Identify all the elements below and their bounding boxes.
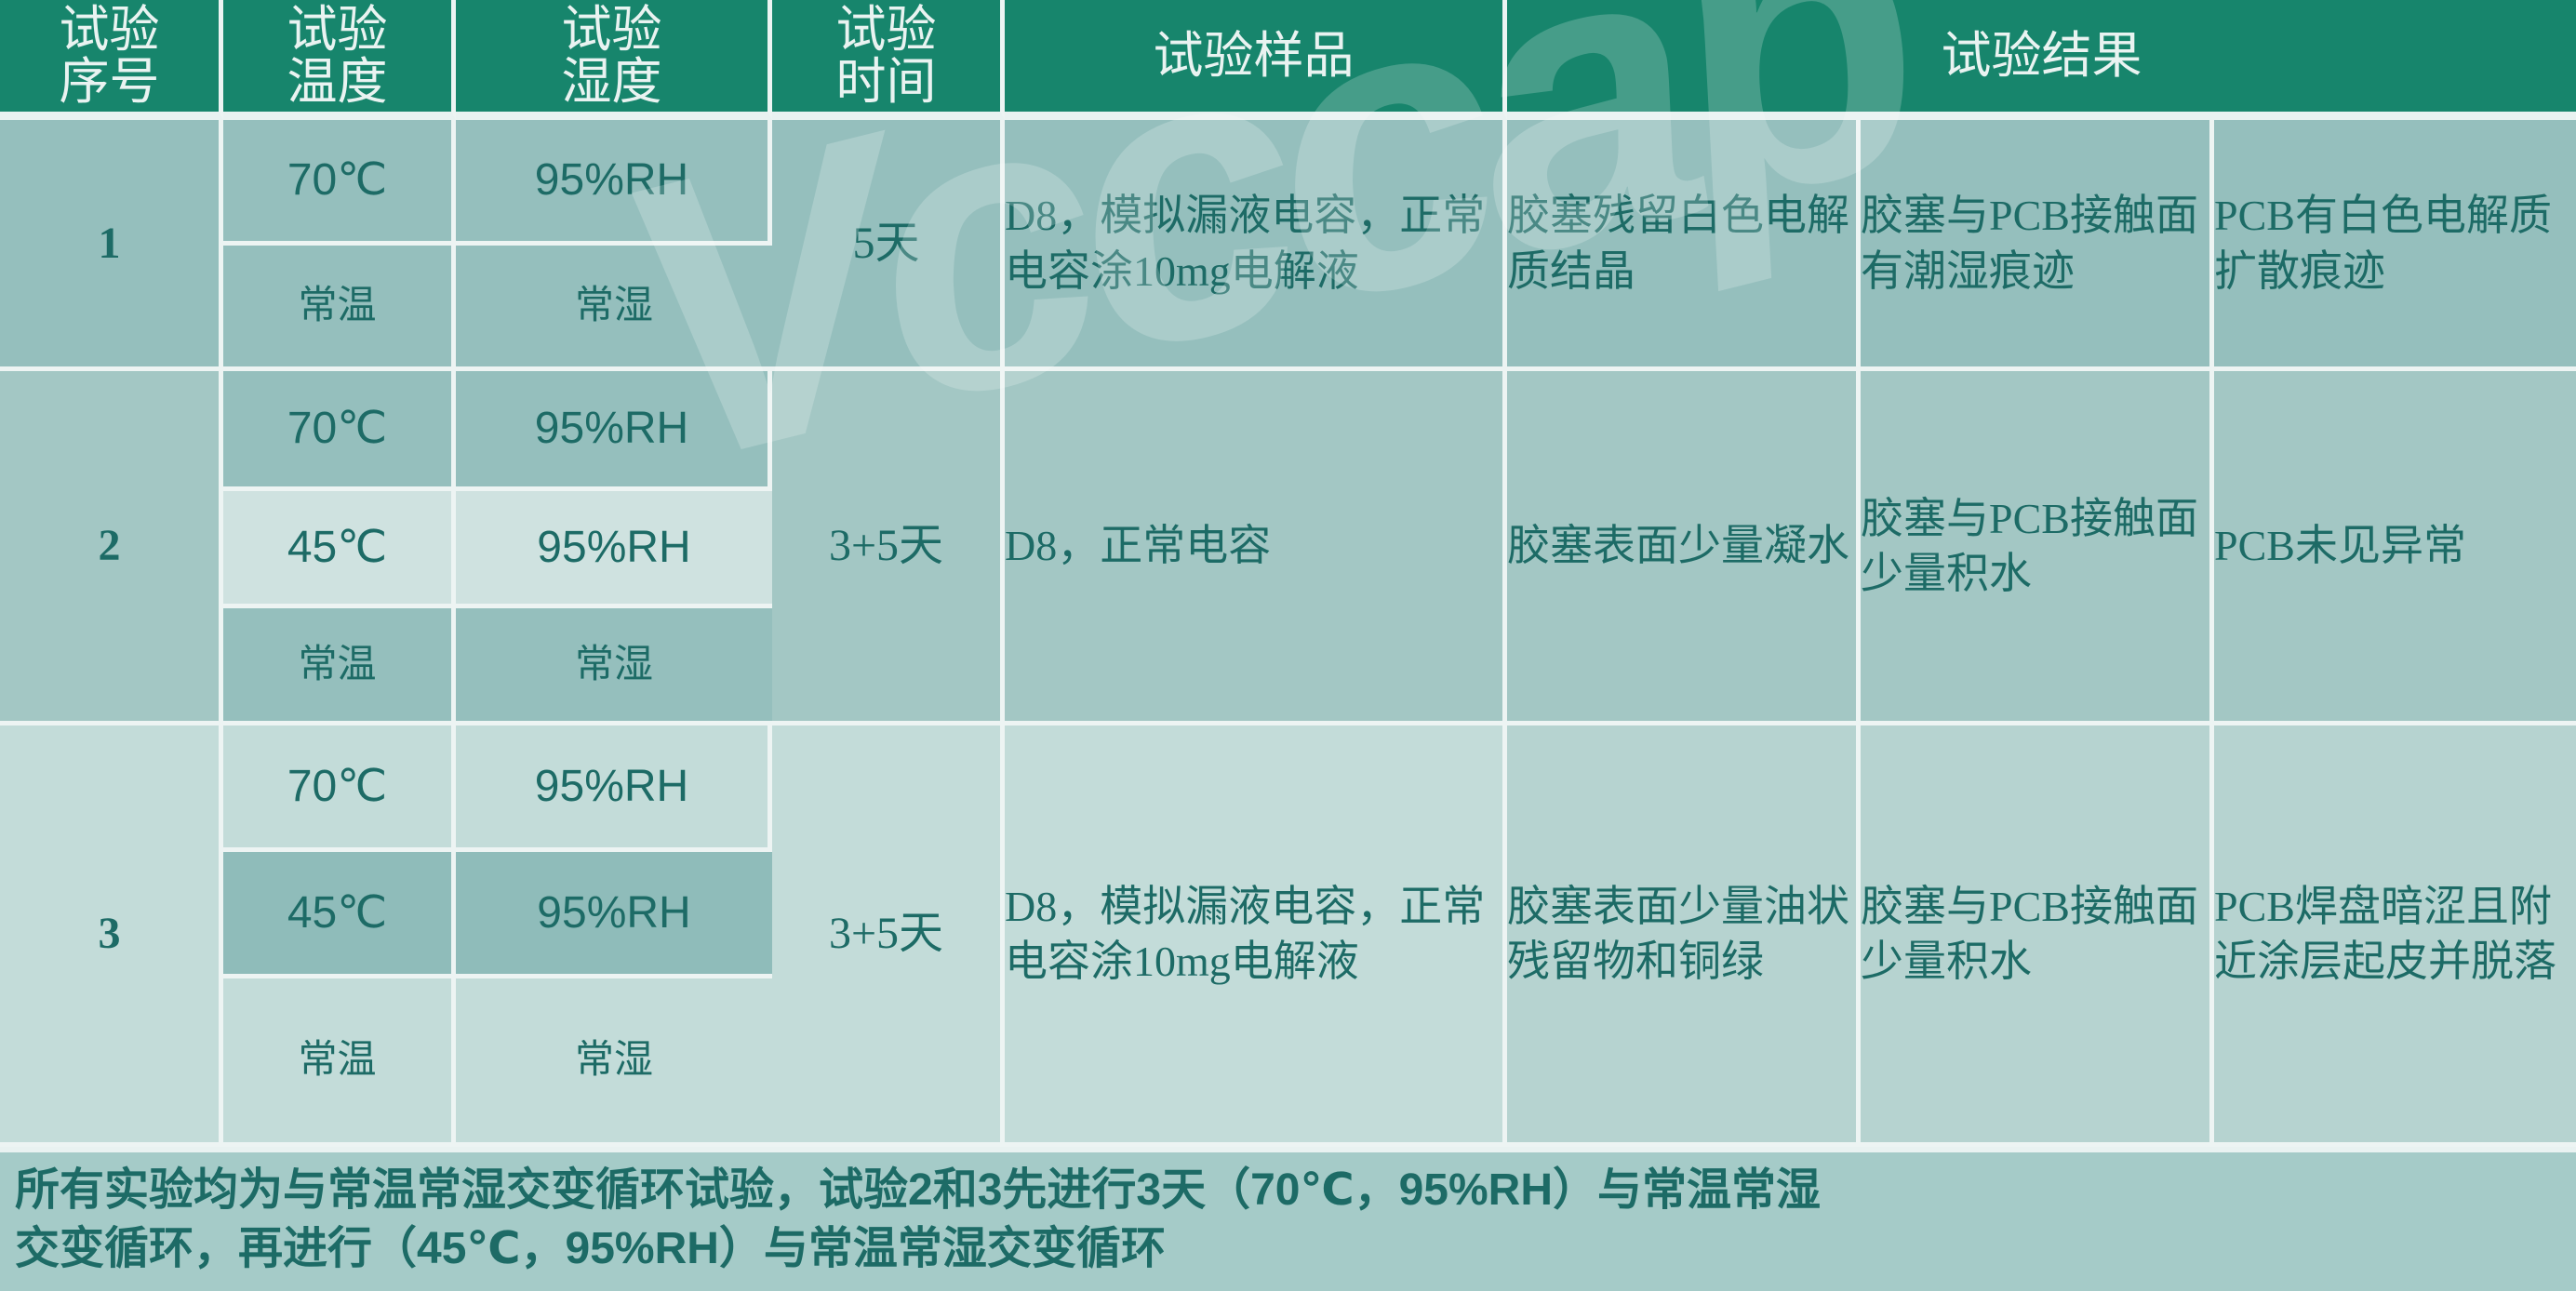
table-row: 1 70℃ 95%RH 5天 D8，模拟漏液电容，正常电容涂10mg电解液 胶塞… [0, 120, 2576, 372]
row3-humidity-1: 95%RH [456, 725, 772, 853]
row3-temperature-2: 45℃ [223, 852, 456, 979]
row-number-2: 2 [0, 371, 223, 726]
table-row: 3 70℃ 95%RH 3+5天 D8，模拟漏液电容，正常电容涂10mg电解液 … [0, 725, 2576, 1148]
row1-result-1: 胶塞残留白色电解质结晶 [1507, 120, 1861, 372]
row1-duration: 5天 [772, 120, 1005, 372]
row1-result-2: 胶塞与PCB接触面有潮湿痕迹 [1861, 120, 2214, 372]
header-test-duration-line2: 时间 [835, 54, 937, 111]
table-body: 1 70℃ 95%RH 5天 D8，模拟漏液电容，正常电容涂10mg电解液 胶塞… [0, 120, 2576, 1148]
row3-result-2: 胶塞与PCB接触面少量积水 [1861, 725, 2214, 1148]
header-test-duration: 试验 时间 [772, 0, 1005, 121]
row1-humidity-1: 95%RH [456, 120, 772, 246]
table-row: 45℃ 95%RH [0, 491, 2576, 609]
table-row: 常温 常湿 [0, 608, 2576, 726]
row2-temperature-3: 常温 [223, 608, 456, 726]
table-row: 常温 常湿 [0, 246, 2576, 372]
row2-result-1: 胶塞表面少量凝水 [1507, 371, 1861, 726]
header-test-number-line1: 试验 [59, 2, 160, 58]
header-test-humidity: 试验 湿度 [456, 0, 772, 121]
footer-note-line1: 所有实验均为与常温常湿交变循环试验，试验2和3先进行3天（70℃，95%RH）与… [15, 1165, 1822, 1216]
row3-humidity-2: 95%RH [456, 852, 772, 979]
header-test-duration-line1: 试验 [835, 2, 937, 58]
table-row: 常温 常湿 [0, 978, 2576, 1148]
row1-humidity-2: 常湿 [456, 246, 772, 372]
row1-temperature-2: 常温 [223, 246, 456, 372]
header-test-temperature: 试验 温度 [223, 0, 456, 121]
row2-humidity-3: 常湿 [456, 608, 772, 726]
row-number-1: 1 [0, 120, 223, 372]
row-number-3: 3 [0, 725, 223, 1148]
row3-result-3: PCB焊盘暗涩且附近涂层起皮并脱落 [2214, 725, 2576, 1148]
header-test-temperature-line1: 试验 [287, 2, 388, 58]
header-test-result-line1: 试验结果 [1941, 28, 2142, 85]
header-row: 试验 序号 试验 温度 试验 湿度 试验 时间 试验样品 [0, 0, 2576, 121]
header-test-temperature-line2: 温度 [287, 54, 388, 111]
header-test-sample: 试验样品 [1005, 0, 1507, 121]
header-test-number-line2: 序号 [59, 54, 160, 111]
header-test-number: 试验 序号 [0, 0, 223, 121]
table-row: 2 70℃ 95%RH 3+5天 D8，正常电容 胶塞表面少量凝水 胶塞与PCB… [0, 371, 2576, 726]
row2-result-2: 胶塞与PCB接触面少量积水 [1861, 371, 2214, 726]
row2-temperature-1: 70℃ [223, 371, 456, 492]
row3-humidity-3: 常湿 [456, 978, 772, 1148]
row3-sample: D8，模拟漏液电容，正常电容涂10mg电解液 [1005, 725, 1507, 1148]
footer-note-line2: 交变循环，再进行（45℃，95%RH）与常温常湿交变循环 [15, 1223, 1166, 1273]
table-row: 45℃ 95%RH [0, 852, 2576, 979]
experiment-results-table: 试验 序号 试验 温度 试验 湿度 试验 时间 试验样品 [0, 0, 2576, 1148]
header-test-result: 试验结果 [1507, 0, 2576, 121]
row3-result-1: 胶塞表面少量油状残留物和铜绿 [1507, 725, 1861, 1148]
header-test-sample-line1: 试验样品 [1153, 28, 1355, 85]
row1-sample: D8，模拟漏液电容，正常电容涂10mg电解液 [1005, 120, 1507, 372]
row2-humidity-2: 95%RH [456, 491, 772, 609]
header-test-humidity-line1: 试验 [561, 2, 662, 58]
row3-duration: 3+5天 [772, 725, 1005, 1148]
row3-temperature-1: 70℃ [223, 725, 456, 853]
row2-sample: D8，正常电容 [1005, 371, 1507, 726]
footer-note: 所有实验均为与常温常湿交变循环试验，试验2和3先进行3天（70℃，95%RH）与… [0, 1147, 2576, 1291]
header-test-humidity-line2: 湿度 [561, 54, 662, 111]
row2-duration: 3+5天 [772, 371, 1005, 726]
row2-temperature-2: 45℃ [223, 491, 456, 609]
row2-humidity-1: 95%RH [456, 371, 772, 492]
row3-temperature-3: 常温 [223, 978, 456, 1148]
row1-temperature-1: 70℃ [223, 120, 456, 246]
row2-result-3: PCB未见异常 [2214, 371, 2576, 726]
row1-result-3: PCB有白色电解质扩散痕迹 [2214, 120, 2576, 372]
table-header: 试验 序号 试验 温度 试验 湿度 试验 时间 试验样品 [0, 0, 2576, 121]
